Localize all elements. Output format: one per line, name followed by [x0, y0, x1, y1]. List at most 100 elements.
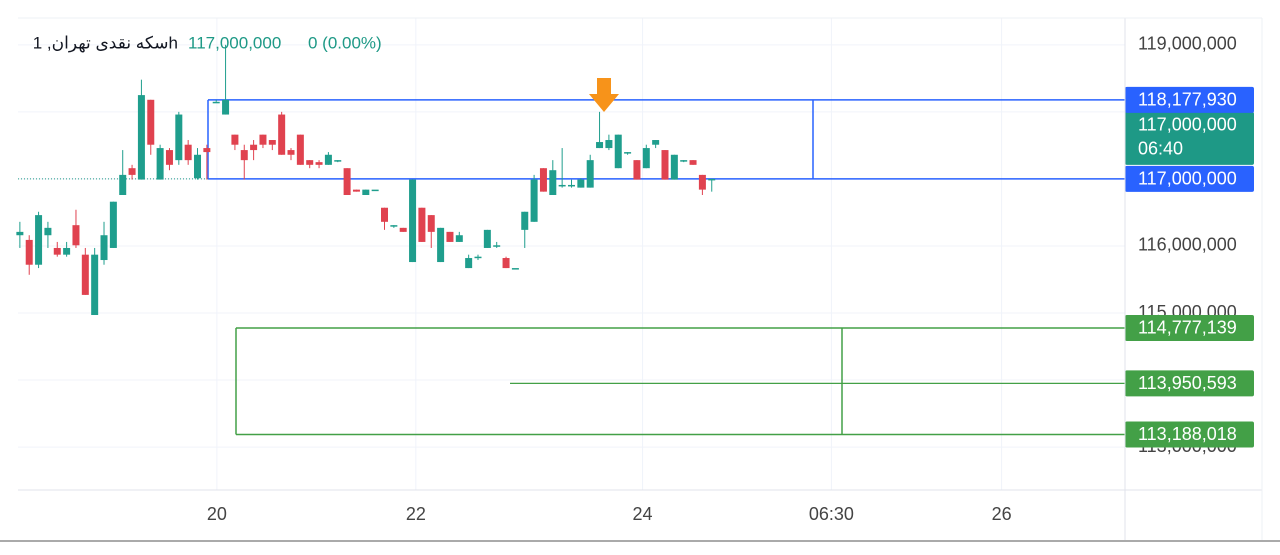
candle-body [250, 144, 258, 151]
candle-body [596, 142, 604, 149]
x-tick-label: 22 [406, 504, 426, 524]
candle-body [427, 215, 435, 232]
candle-body [633, 160, 641, 180]
current-price-box [1125, 111, 1254, 165]
candle-body [231, 134, 239, 145]
candle-body [128, 168, 136, 175]
x-tick-label: 06:30 [809, 504, 854, 524]
header-change: 0 (0.00%) [308, 33, 382, 52]
candle-body [315, 162, 323, 165]
y-tick-label: 116,000,000 [1138, 235, 1237, 255]
candle-body [605, 140, 613, 149]
candle-body [156, 148, 164, 180]
candle-body [698, 174, 706, 190]
candle-body [399, 227, 407, 232]
candle-body [287, 150, 295, 155]
candle-body [334, 160, 342, 162]
candle-body [175, 114, 183, 161]
arrow-marker [589, 78, 619, 112]
level-label-box [1125, 421, 1254, 448]
candle-body [437, 227, 445, 263]
candle-body [624, 152, 632, 154]
level-label: 113,950,593 [1138, 373, 1237, 393]
candle-body [558, 184, 566, 187]
x-tick-label: 24 [633, 504, 653, 524]
level-label-box [1125, 370, 1254, 397]
candle-body [680, 160, 688, 162]
candle-body [343, 168, 351, 195]
candle-body [259, 134, 267, 145]
candle-body [483, 229, 491, 248]
candle-body [16, 231, 24, 236]
candle-body [352, 189, 360, 192]
candle-body [549, 170, 557, 195]
candle-body [614, 134, 622, 169]
x-tick-label: 26 [992, 504, 1012, 524]
candle-body [381, 207, 389, 222]
candle-body [362, 189, 370, 195]
candle-body [25, 239, 33, 265]
level-label: 113,188,018 [1138, 424, 1237, 444]
candle-body [418, 207, 426, 242]
candle-body [689, 160, 697, 165]
candle-body [109, 201, 117, 248]
candle-body [35, 215, 43, 265]
candle-body [409, 179, 417, 263]
candle-body [539, 168, 547, 192]
candle-body [194, 154, 202, 179]
candle-body [296, 134, 304, 165]
candle-body [100, 235, 108, 261]
candle-body [240, 150, 248, 161]
candle-body [568, 184, 575, 187]
level-label-box [1125, 86, 1254, 113]
level-label: 114,777,139 [1138, 318, 1237, 338]
candle-body [203, 148, 211, 153]
candle-body [53, 247, 61, 255]
candle-body [586, 160, 594, 188]
symbol-title: سکه نقدی تهران, 1h [33, 33, 178, 53]
candle-body [147, 99, 155, 145]
candle-body [222, 99, 230, 115]
candle-body [371, 189, 379, 192]
candle-body [44, 227, 52, 236]
current-price-label: 117,000,000 [1138, 115, 1237, 135]
candle-body [137, 95, 145, 180]
level-label-box [1125, 314, 1254, 341]
candle-body [530, 179, 538, 222]
countdown-label: 06:40 [1138, 139, 1183, 159]
candle-body [165, 150, 173, 165]
candle-body [278, 114, 286, 155]
candle-body [306, 160, 314, 165]
candle-body [72, 225, 80, 246]
candle-body [91, 254, 99, 316]
x-tick-label: 20 [207, 504, 227, 524]
candle-body [577, 179, 585, 188]
candle-body [63, 247, 71, 255]
candle-body [661, 150, 669, 180]
level-label-box [1125, 165, 1254, 192]
candle-body [446, 231, 454, 242]
header-price: 117,000,000 [188, 33, 281, 52]
candle-body [465, 258, 473, 269]
candle-body [502, 258, 510, 269]
candle-body [652, 140, 660, 145]
candle-body [511, 268, 519, 270]
candle-body [81, 254, 89, 295]
candle-body [455, 235, 463, 242]
y-tick-label: 119,000,000 [1138, 34, 1237, 54]
candle-body [474, 256, 482, 259]
level-label: 118,177,930 [1138, 90, 1237, 110]
candle-body [642, 148, 650, 169]
candle-body [521, 211, 529, 230]
candle-body [493, 245, 501, 247]
level-label: 117,000,000 [1138, 169, 1237, 189]
candle-body [119, 174, 127, 195]
candle-body [212, 101, 220, 104]
candle-body [670, 154, 678, 180]
candle-body [708, 178, 716, 181]
candle-body [390, 225, 398, 227]
candle-body [324, 154, 332, 165]
candle-body [184, 144, 192, 161]
